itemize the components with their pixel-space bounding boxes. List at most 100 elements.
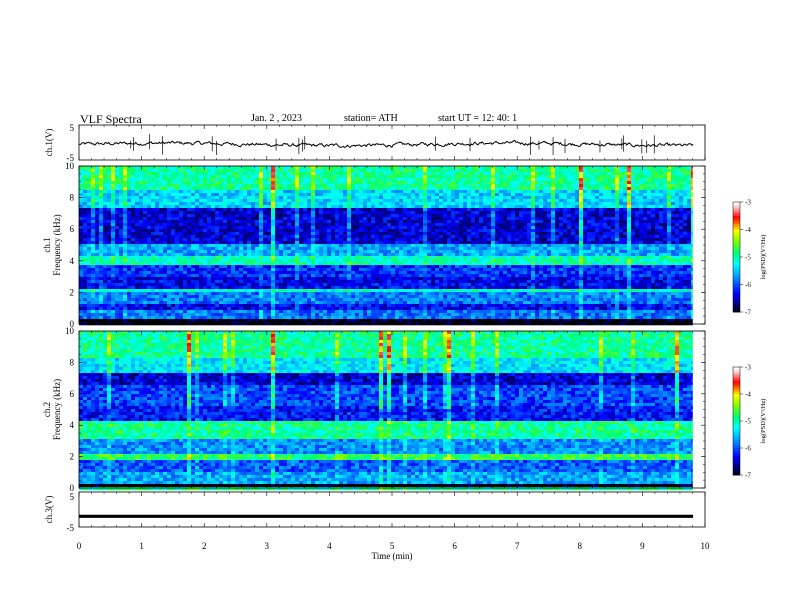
spectrogram-cell	[91, 190, 96, 194]
spectrogram-cell	[623, 169, 628, 173]
spectrogram-cell	[387, 172, 392, 176]
spectrogram-cell	[247, 178, 252, 182]
spectrogram-cell	[635, 223, 640, 227]
spectrogram-cell	[651, 205, 656, 209]
spectrogram-cell	[347, 223, 352, 227]
spectrogram-cell	[387, 259, 392, 263]
spectrogram-cell	[595, 232, 600, 236]
spectrogram-cell	[391, 184, 396, 188]
spectrogram-cell	[219, 187, 224, 191]
spectrogram-cell	[563, 190, 568, 194]
spectrogram-cell	[691, 238, 693, 242]
spectrogram-cell	[267, 253, 272, 257]
spectrogram-cell	[95, 217, 100, 221]
spectrogram-cell	[519, 196, 524, 200]
spectrogram-cell	[599, 247, 604, 251]
spectrogram-cell	[691, 169, 693, 173]
spectrogram-cell	[495, 196, 500, 200]
spectrogram-cell	[683, 250, 688, 254]
spectrogram-cell	[363, 217, 368, 221]
spectrogram-cell	[555, 178, 560, 182]
spectrogram-cell	[579, 178, 584, 182]
spectrogram-cell	[339, 166, 344, 170]
spectrogram-cell	[515, 175, 520, 179]
spectrogram-cell	[619, 178, 624, 182]
spectrogram-cell	[207, 247, 212, 251]
spectrogram-cell	[155, 247, 160, 251]
spectrogram-cell	[619, 193, 624, 197]
spectrogram-cell	[271, 181, 276, 185]
spectrogram-cell	[187, 190, 192, 194]
spectrogram-cell	[363, 226, 368, 230]
spectrogram-cell	[279, 205, 284, 209]
spectrogram-cell	[267, 235, 272, 239]
spectrogram-cell	[551, 217, 556, 221]
spectrogram-cell	[471, 226, 476, 230]
spectrogram-cell	[235, 193, 240, 197]
spectrogram-cell	[235, 220, 240, 224]
spectrogram-cell	[451, 238, 456, 242]
spectrogram-cell	[207, 250, 212, 254]
spectrogram-cell	[223, 217, 228, 221]
spectrogram-cell	[427, 226, 432, 230]
spectrogram-cell	[595, 244, 600, 248]
spectrogram-cell	[251, 205, 256, 209]
spectrogram-cell	[115, 232, 120, 236]
spectrogram-cell	[151, 190, 156, 194]
spectrogram-cell	[663, 178, 668, 182]
spectrogram-cell	[95, 235, 100, 239]
spectrogram-cell	[643, 250, 648, 254]
spectrogram-cell	[279, 244, 284, 248]
spectrogram-cell	[471, 232, 476, 236]
spectrogram-cell	[539, 211, 544, 215]
spectrogram-cell	[235, 214, 240, 218]
spectrogram-cell	[631, 181, 636, 185]
spectrogram-cell	[279, 226, 284, 230]
spectrogram-cell	[151, 217, 156, 221]
spectrogram-cell	[347, 199, 352, 203]
spectrogram-cell	[547, 175, 552, 179]
spectrogram-cell	[363, 214, 368, 218]
spectrogram-cell	[547, 247, 552, 251]
spectrogram-cell	[411, 235, 416, 239]
spectrogram-cell	[115, 226, 120, 230]
spectrogram-cell	[531, 196, 536, 200]
spectrogram-cell	[287, 196, 292, 200]
spectrogram-cell	[431, 223, 436, 227]
spectrogram-cell	[523, 235, 528, 239]
spectrogram-cell	[167, 190, 172, 194]
spectrogram-cell	[619, 244, 624, 248]
spectrogram-cell	[239, 238, 244, 242]
spectrogram-cell	[199, 166, 204, 170]
spectrogram-cell	[555, 211, 560, 215]
spectrogram-cell	[607, 241, 612, 245]
spectrogram-cell	[159, 178, 164, 182]
spectrogram-cell	[455, 175, 460, 179]
spectrogram-cell	[535, 190, 540, 194]
spectrogram-cell	[95, 211, 100, 215]
spectrogram-cell	[307, 247, 312, 251]
spectrogram-cell	[99, 193, 104, 197]
spectrogram-cell	[543, 205, 548, 209]
spectrogram-cell	[195, 229, 200, 233]
spectrogram-cell	[203, 238, 208, 242]
spectrogram-cell	[463, 205, 468, 209]
spectrogram-cell	[447, 250, 452, 254]
spectrogram-cell	[203, 181, 208, 185]
spectrogram-cell	[439, 220, 444, 224]
spectrogram-cell	[147, 205, 152, 209]
spectrogram-cell	[127, 232, 132, 236]
spectrogram-cell	[291, 208, 296, 212]
spectrogram-cell	[407, 181, 412, 185]
spectrogram-cell	[595, 199, 600, 203]
spectrogram-cell	[439, 202, 444, 206]
spectrogram-cell	[639, 226, 644, 230]
spectrogram-cell	[671, 199, 676, 203]
spectrogram-cell	[687, 247, 692, 251]
spectrogram-cell	[231, 220, 236, 224]
spectrogram-cell	[435, 217, 440, 221]
spectrogram-cell	[219, 184, 224, 188]
spectrogram-cell	[503, 241, 508, 245]
spectrogram-cell	[531, 247, 536, 251]
